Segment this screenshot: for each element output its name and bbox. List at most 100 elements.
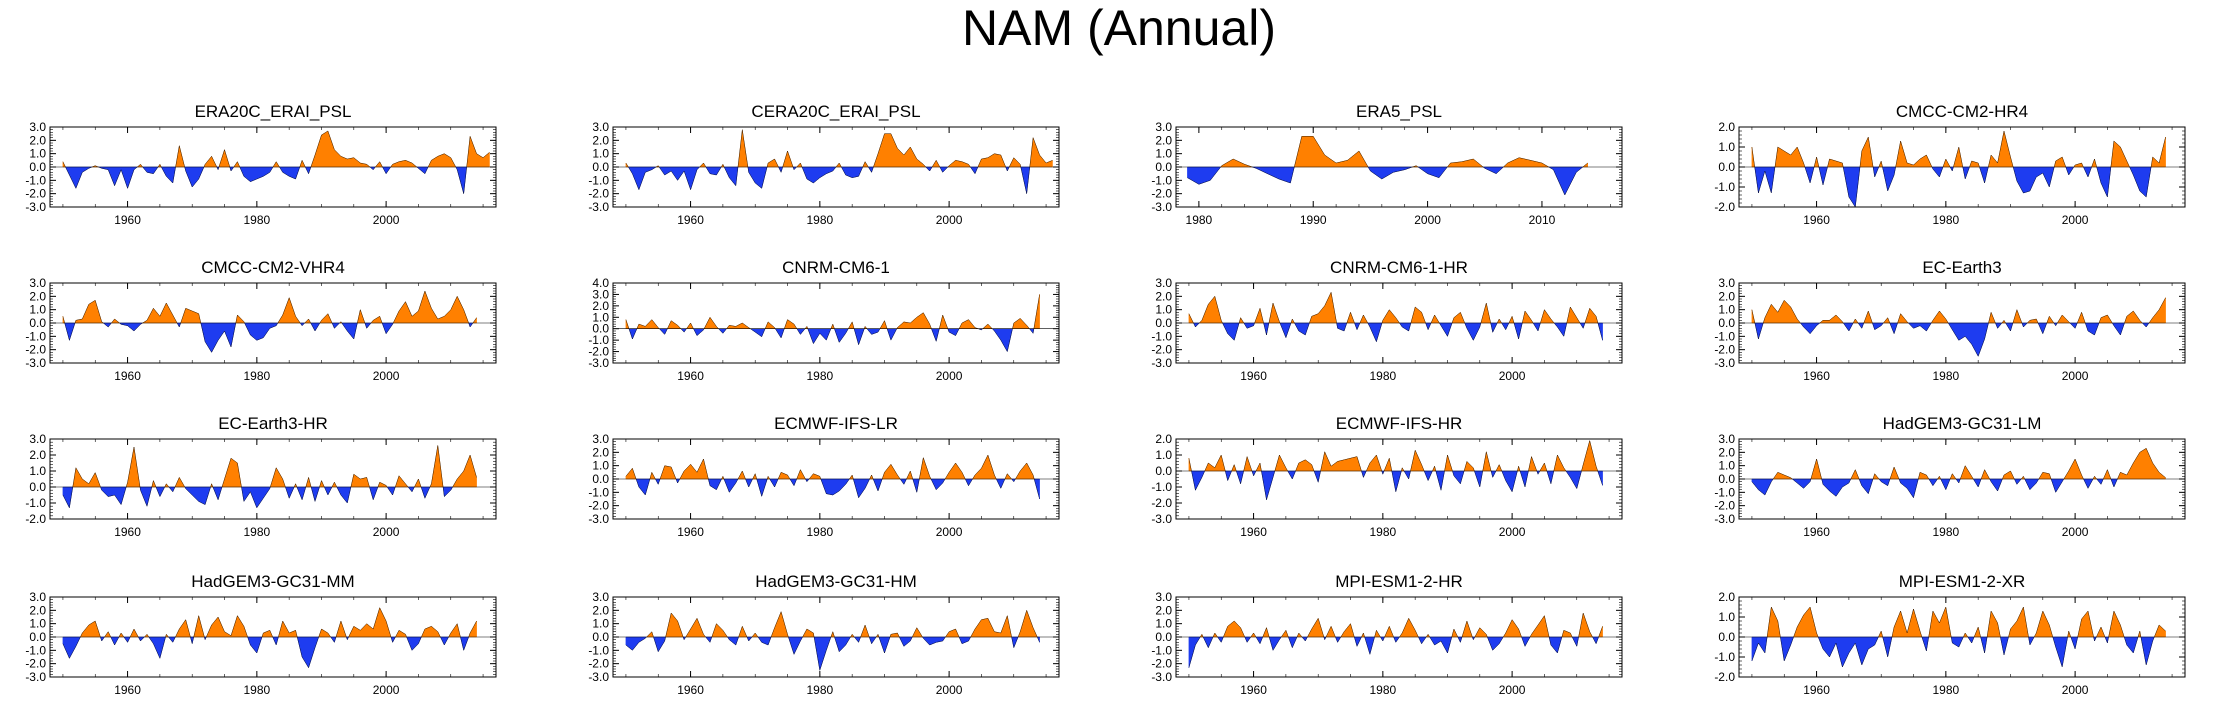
- y-tick-label: -3.0: [1714, 512, 1735, 526]
- positive-anomaly-area: [1320, 450, 1362, 472]
- x-tick-label: 1960: [1240, 369, 1267, 383]
- y-tick-label: 2.0: [592, 445, 609, 459]
- negative-anomaly-area: [439, 636, 450, 646]
- panel-era5-psl: ERA5_PSL 3.02.01.00.0-1.0-2.0-3.0 1980 1990…: [1151, 102, 1623, 227]
- series-line: [62, 130, 490, 194]
- positive-anomaly-area: [977, 153, 1007, 168]
- x-tick-label: 1980: [1369, 683, 1396, 697]
- negative-anomaly-area: [995, 478, 1006, 489]
- positive-anomaly-area: [1220, 158, 1253, 168]
- x-tick-label: 2000: [1414, 213, 1441, 227]
- y-tick-label: 1.0: [592, 147, 609, 161]
- x-tick-label: 1960: [1240, 525, 1267, 539]
- panel-title: ERA20C_ERAI_PSL: [195, 102, 352, 121]
- y-tick-label: -2.0: [1151, 187, 1172, 201]
- panel-hadgem3-gc31-hm: HadGEM3-GC31-HM 3.02.01.00.0-1.0-2.0-3.0 1…: [588, 572, 1060, 697]
- panel-cmcc-cm2-vhr4: CMCC-CM2-VHR4 3.02.01.00.0-1.0-2.0-3.0 196…: [25, 258, 497, 383]
- x-tick-label: 1980: [243, 213, 270, 227]
- y-tick-label: 3.0: [592, 120, 609, 134]
- negative-anomaly-area: [727, 636, 739, 646]
- positive-anomaly-area: [72, 467, 101, 488]
- y-tick-label: 3.0: [592, 590, 609, 604]
- y-tick-label: -2.0: [588, 187, 609, 201]
- y-tick-label: 3.0: [29, 120, 46, 134]
- x-tick-label: 2000: [936, 213, 963, 227]
- series-line: [625, 454, 1040, 500]
- positive-anomaly-area: [685, 617, 707, 638]
- positive-anomaly-area: [1566, 306, 1581, 324]
- positive-anomaly-area: [1410, 449, 1425, 472]
- negative-anomaly-area: [2111, 322, 2125, 336]
- negative-anomaly-area: [1261, 470, 1276, 500]
- y-tick-label: -2.0: [1151, 496, 1172, 510]
- negative-anomaly-area: [745, 478, 753, 488]
- negative-anomaly-area: [118, 322, 144, 332]
- negative-anomaly-area: [834, 328, 849, 343]
- y-tick-label: -2.0: [1714, 343, 1735, 357]
- panel-title: CNRM-CM6-1: [782, 258, 890, 277]
- panel-mpi-esm1-2-hr: MPI-ESM1-2-HR 3.02.01.00.0-1.0-2.0-3.0 196…: [1151, 572, 1623, 697]
- negative-anomaly-area: [184, 486, 211, 505]
- negative-anomaly-area: [1751, 636, 1768, 662]
- x-tick-label: 1960: [1803, 213, 1830, 227]
- series-line: [1751, 606, 2166, 668]
- x-tick-label: 2000: [2062, 525, 2089, 539]
- x-tick-label: 1980: [806, 683, 833, 697]
- positive-anomaly-area: [1502, 619, 1522, 638]
- y-tick-label: -1.0: [25, 496, 46, 510]
- y-tick-label: -2.0: [1151, 343, 1172, 357]
- y-tick-label: 1.0: [1718, 303, 1735, 317]
- positive-anomaly-area: [129, 628, 139, 638]
- positive-anomaly-area: [1446, 158, 1484, 168]
- negative-anomaly-area: [1878, 478, 1891, 487]
- negative-anomaly-area: [239, 166, 274, 182]
- x-tick-label: 1960: [1803, 525, 1830, 539]
- positive-anomaly-area: [80, 620, 101, 638]
- x-tick-label: 1980: [243, 369, 270, 383]
- plot-frame: [49, 438, 497, 520]
- x-tick-label: 2000: [373, 683, 400, 697]
- series-line: [1188, 439, 1603, 500]
- y-tick-label: -2.0: [588, 499, 609, 513]
- y-tick-label: 3.0: [1155, 590, 1172, 604]
- negative-anomaly-area: [853, 328, 865, 346]
- negative-anomaly-area: [1928, 478, 1938, 487]
- y-tick-label: 2.0: [1718, 590, 1735, 604]
- x-tick-label: 1980: [1932, 683, 1959, 697]
- negative-anomaly-area: [336, 486, 352, 504]
- negative-anomaly-area: [723, 478, 739, 493]
- positive-anomaly-area: [2124, 310, 2143, 324]
- negative-anomaly-area: [1858, 478, 1874, 495]
- x-tick-label: 1960: [677, 213, 704, 227]
- positive-anomaly-area: [911, 627, 923, 638]
- positive-anomaly-area: [2033, 610, 2054, 638]
- y-tick-label: -1.0: [1714, 650, 1735, 664]
- y-tick-label: 1.0: [1718, 140, 1735, 154]
- positive-anomaly-area: [972, 454, 997, 480]
- panel-title: HadGEM3-GC31-HM: [755, 572, 917, 591]
- positive-anomaly-area: [1959, 465, 1974, 480]
- negative-anomaly-area: [820, 478, 850, 496]
- negative-anomaly-area: [1799, 322, 1821, 335]
- positive-anomaly-area: [1859, 136, 1874, 168]
- x-tick-label: 1980: [1369, 525, 1396, 539]
- positive-anomaly-area: [466, 136, 490, 168]
- negative-anomaly-area: [1482, 166, 1505, 174]
- negative-anomaly-area: [1425, 322, 1432, 331]
- positive-anomaly-area: [2008, 606, 2029, 638]
- positive-anomaly-area: [1274, 454, 1289, 472]
- positive-anomaly-area: [860, 624, 870, 638]
- y-tick-label: 3.0: [1718, 432, 1735, 446]
- positive-anomaly-area: [777, 471, 791, 480]
- panel-title: CMCC-CM2-HR4: [1896, 102, 2028, 121]
- negative-anomaly-area: [1907, 322, 1932, 332]
- series-line: [625, 294, 1040, 353]
- panel-hadgem3-gc31-mm: HadGEM3-GC31-MM 3.02.01.00.0-1.0-2.0-3.0 1…: [25, 572, 497, 697]
- y-tick-label: -1.0: [588, 643, 609, 657]
- negative-anomaly-area: [1950, 636, 1964, 648]
- positive-anomaly-area: [331, 481, 338, 488]
- negative-anomaly-area: [1817, 636, 1879, 668]
- x-tick-label: 1980: [1932, 525, 1959, 539]
- negative-anomaly-area: [756, 478, 768, 498]
